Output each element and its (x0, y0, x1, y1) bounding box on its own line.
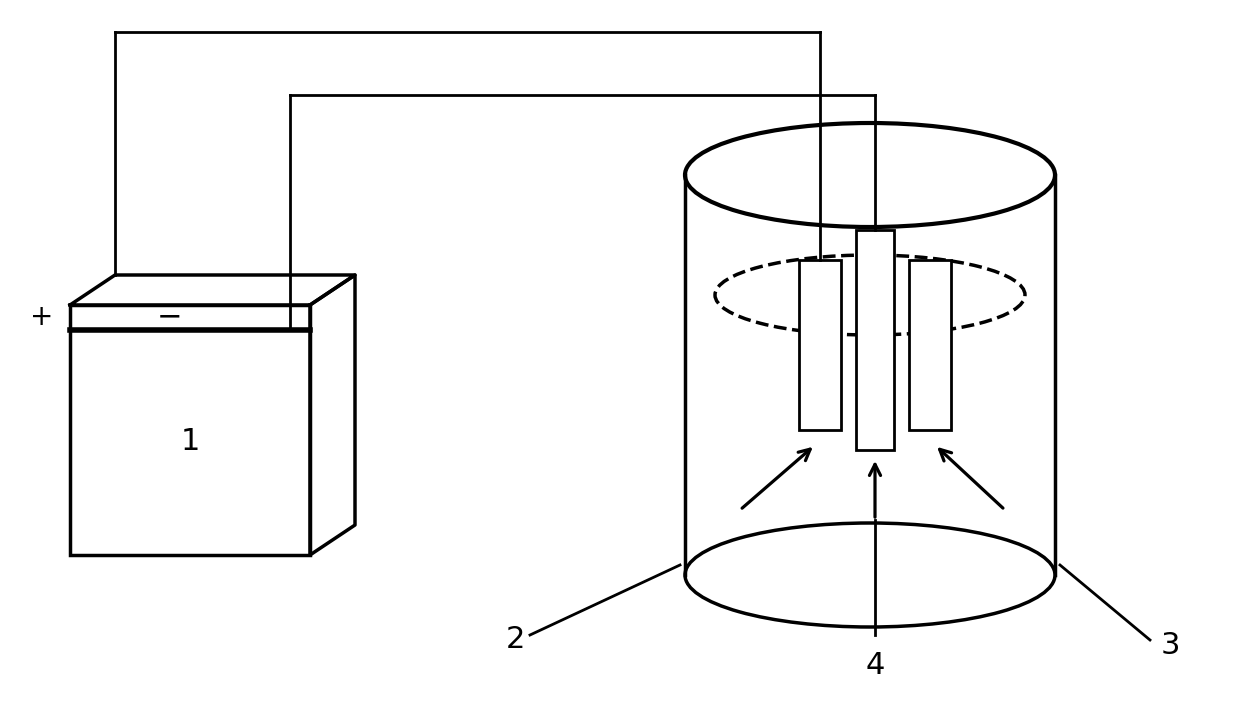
Bar (856, 230, 894, 450)
Text: +: + (30, 303, 53, 331)
Bar (69, 305, 310, 555)
Text: −: − (157, 302, 182, 332)
Text: 2: 2 (506, 625, 525, 655)
Text: 3: 3 (1161, 630, 1179, 660)
Text: 1: 1 (180, 427, 200, 457)
Text: 4: 4 (866, 651, 884, 679)
Bar (909, 260, 951, 430)
Bar (799, 260, 841, 430)
